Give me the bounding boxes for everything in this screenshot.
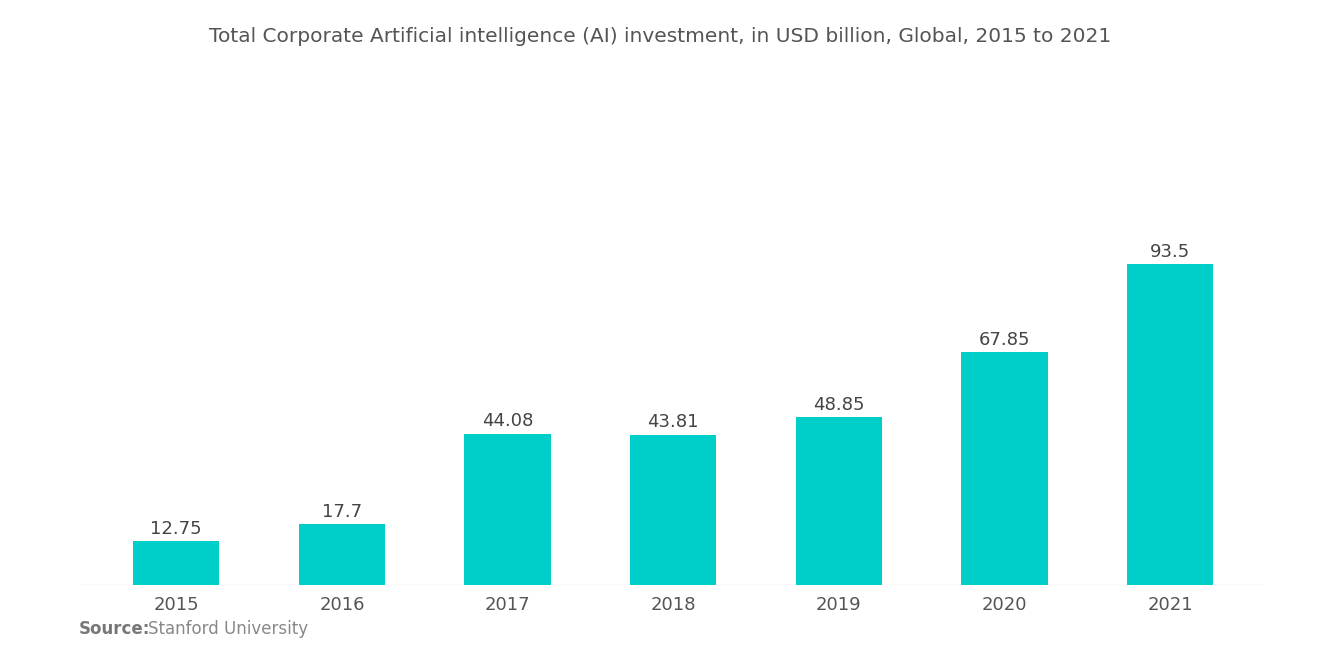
Text: 48.85: 48.85 <box>813 396 865 414</box>
Text: Source:: Source: <box>79 620 150 638</box>
Bar <box>133 541 219 585</box>
Bar <box>298 525 385 585</box>
Bar <box>465 434 550 585</box>
Bar <box>796 418 882 585</box>
Bar <box>1127 264 1213 585</box>
Bar <box>961 352 1048 585</box>
Text: 43.81: 43.81 <box>647 413 700 431</box>
Text: 67.85: 67.85 <box>978 331 1030 348</box>
Text: 17.7: 17.7 <box>322 503 362 521</box>
Bar <box>630 435 717 585</box>
Text: 93.5: 93.5 <box>1150 243 1191 261</box>
Text: 44.08: 44.08 <box>482 412 533 430</box>
Text: Total Corporate Artificial intelligence (AI) investment, in USD billion, Global,: Total Corporate Artificial intelligence … <box>209 27 1111 46</box>
Text: Stanford University: Stanford University <box>148 620 308 638</box>
Text: 12.75: 12.75 <box>150 520 202 538</box>
